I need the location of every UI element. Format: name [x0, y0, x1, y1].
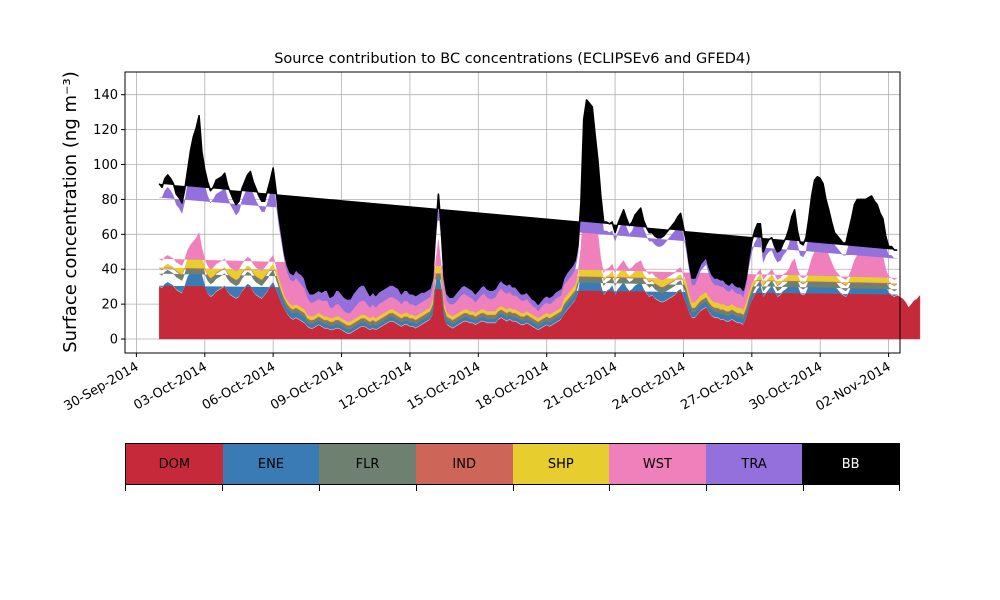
x-tick-label: 18-Oct-2014	[473, 359, 551, 413]
y-tick-label: 0	[110, 333, 118, 348]
y-tick-label: 100	[93, 158, 118, 173]
legend-tick	[803, 485, 805, 491]
y-tick-label: 60	[101, 228, 118, 243]
legend-tick	[221, 485, 223, 491]
legend-item-tra: TRA	[705, 444, 803, 484]
y-tick-label: 40	[101, 263, 118, 278]
legend-item-ind: IND	[415, 444, 513, 484]
x-tick-label: 21-Oct-2014	[542, 359, 620, 413]
x-tick-label: 15-Oct-2014	[405, 359, 483, 413]
x-tick-label: 03-Oct-2014	[131, 359, 209, 413]
x-tick-label: 30-Sep-2014	[62, 359, 142, 414]
y-axis-label: Surface concentration (ng m⁻³)	[60, 71, 81, 353]
legend-item-wst: WST	[609, 444, 706, 484]
legend-item-flr: FLR	[319, 444, 416, 484]
y-tick-label: 140	[93, 88, 118, 103]
x-axis: 30-Sep-201403-Oct-201406-Oct-201409-Oct-…	[62, 353, 894, 414]
legend: DOM ENE FLR IND SHP WST TRA BB	[125, 443, 900, 485]
plot-frame	[124, 71, 901, 354]
x-tick-label: 09-Oct-2014	[268, 359, 346, 413]
legend-tick	[512, 485, 514, 491]
legend-tick	[609, 485, 611, 491]
total-outline	[158, 99, 898, 305]
legend-tick	[415, 485, 417, 491]
area-dom	[158, 233, 921, 340]
x-tick-label: 12-Oct-2014	[337, 359, 415, 413]
legend-ticks	[125, 485, 900, 491]
legend-tick	[899, 485, 900, 491]
y-tick-label: 80	[101, 193, 118, 208]
legend-item-dom: DOM	[126, 444, 223, 484]
x-tick-label: 30-Oct-2014	[747, 359, 825, 413]
y-axis: 0 20 40 60 80 100 120 140	[93, 88, 125, 348]
x-tick-label: 06-Oct-2014	[200, 359, 278, 413]
x-tick-label: 02-Nov-2014	[813, 359, 893, 414]
legend-tick	[706, 485, 708, 491]
legend-item-ene: ENE	[222, 444, 320, 484]
total-line	[158, 99, 898, 305]
y-tick-label: 20	[101, 298, 118, 313]
legend-item-shp: SHP	[512, 444, 610, 484]
legend-item-bb: BB	[802, 444, 899, 484]
x-tick-label: 27-Oct-2014	[678, 359, 756, 413]
y-tick-label: 120	[93, 123, 118, 138]
legend-tick	[125, 485, 126, 491]
legend-tick	[318, 485, 320, 491]
x-tick-label: 24-Oct-2014	[610, 359, 688, 413]
chart-title: Source contribution to BC concentrations…	[274, 51, 751, 67]
